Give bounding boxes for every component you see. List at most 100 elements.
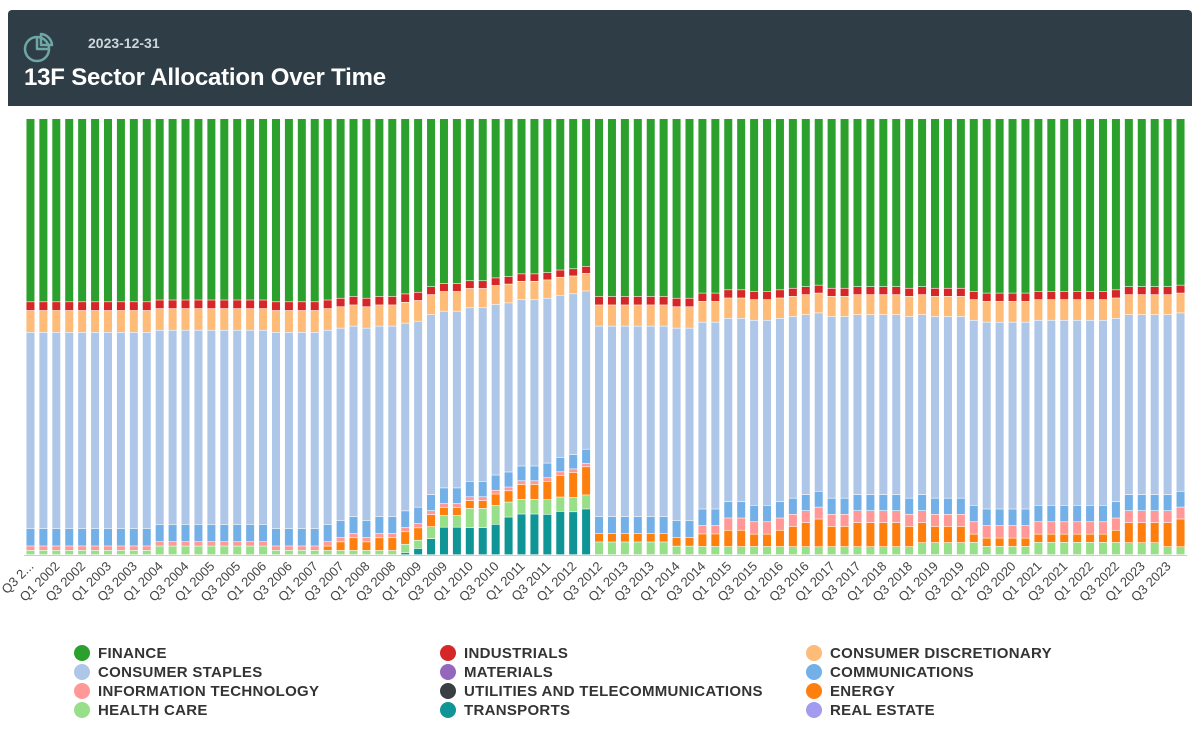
bar-segment-consumer-staples[interactable] xyxy=(543,298,552,463)
bar-segment-industrials[interactable] xyxy=(931,288,940,297)
bar-segment-communications[interactable] xyxy=(685,520,694,538)
bar-segment-industrials[interactable] xyxy=(750,291,759,300)
bar-segment-health-care[interactable] xyxy=(220,546,229,555)
bar-segment-health-care[interactable] xyxy=(918,543,927,555)
bar-segment-information-technology[interactable] xyxy=(362,537,371,542)
bar-segment-health-care[interactable] xyxy=(168,546,177,555)
bar-segment-industrials[interactable] xyxy=(595,296,604,305)
bar-segment-industrials[interactable] xyxy=(336,298,345,307)
bar-segment-information-technology[interactable] xyxy=(892,511,901,523)
bar-segment-industrials[interactable] xyxy=(78,302,87,311)
bar-segment-consumer-discretionary[interactable] xyxy=(995,301,1004,322)
bar-segment-health-care[interactable] xyxy=(775,546,784,555)
bar-segment-energy[interactable] xyxy=(659,533,668,542)
bar-segment-consumer-staples[interactable] xyxy=(259,330,268,525)
bar-segment-information-technology[interactable] xyxy=(530,481,539,485)
bar-segment-finance[interactable] xyxy=(956,119,965,288)
bar-segment-information-technology[interactable] xyxy=(556,472,565,476)
bar-segment-consumer-discretionary[interactable] xyxy=(633,305,642,326)
bar-segment-health-care[interactable] xyxy=(956,542,965,555)
bar-segment-communications[interactable] xyxy=(943,498,952,515)
bar-segment-information-technology[interactable] xyxy=(233,542,242,546)
bar-segment-health-care[interactable] xyxy=(646,542,655,555)
bar-segment-health-care[interactable] xyxy=(323,550,332,555)
bar-segment-health-care[interactable] xyxy=(943,542,952,555)
bar-segment-finance[interactable] xyxy=(569,119,578,269)
bar-segment-consumer-discretionary[interactable] xyxy=(1124,295,1133,315)
bar-segment-consumer-discretionary[interactable] xyxy=(310,310,319,333)
bar-segment-communications[interactable] xyxy=(995,509,1004,526)
bar-segment-consumer-staples[interactable] xyxy=(995,322,1004,509)
bar-segment-industrials[interactable] xyxy=(323,300,332,309)
legend-item-industrials[interactable]: INDUSTRIALS xyxy=(440,645,568,662)
bar-segment-consumer-staples[interactable] xyxy=(78,332,87,529)
bar-segment-consumer-discretionary[interactable] xyxy=(1060,299,1069,320)
bar-segment-industrials[interactable] xyxy=(853,287,862,295)
bar-segment-communications[interactable] xyxy=(1008,509,1017,526)
bar-segment-consumer-staples[interactable] xyxy=(530,300,539,466)
bar-segment-communications[interactable] xyxy=(763,505,772,522)
bar-segment-consumer-staples[interactable] xyxy=(1034,320,1043,506)
bar-segment-finance[interactable] xyxy=(427,119,436,287)
bar-segment-information-technology[interactable] xyxy=(246,542,255,546)
bar-segment-health-care[interactable] xyxy=(724,546,733,555)
bar-segment-industrials[interactable] xyxy=(724,290,733,298)
bar-segment-energy[interactable] xyxy=(763,534,772,547)
bar-segment-communications[interactable] xyxy=(840,498,849,515)
bar-segment-consumer-staples[interactable] xyxy=(65,332,74,529)
bar-segment-communications[interactable] xyxy=(439,488,448,504)
bar-segment-transports[interactable] xyxy=(582,509,591,555)
bar-segment-communications[interactable] xyxy=(775,502,784,518)
bar-segment-consumer-staples[interactable] xyxy=(943,316,952,498)
bar-segment-industrials[interactable] xyxy=(711,293,720,302)
bar-segment-energy[interactable] xyxy=(1086,534,1095,543)
bar-segment-industrials[interactable] xyxy=(1111,290,1120,298)
bar-segment-consumer-staples[interactable] xyxy=(672,328,681,521)
bar-segment-finance[interactable] xyxy=(1163,119,1172,287)
bar-segment-communications[interactable] xyxy=(207,524,216,542)
bar-segment-energy[interactable] xyxy=(349,538,358,551)
bar-segment-consumer-discretionary[interactable] xyxy=(569,276,578,294)
bar-segment-health-care[interactable] xyxy=(116,550,125,555)
bar-segment-industrials[interactable] xyxy=(569,269,578,276)
bar-segment-consumer-discretionary[interactable] xyxy=(530,281,539,300)
bar-segment-communications[interactable] xyxy=(271,528,280,546)
bar-segment-communications[interactable] xyxy=(1124,495,1133,511)
bar-segment-health-care[interactable] xyxy=(1008,546,1017,555)
bar-segment-consumer-staples[interactable] xyxy=(504,303,513,472)
bar-segment-consumer-discretionary[interactable] xyxy=(1150,295,1159,315)
bar-segment-finance[interactable] xyxy=(246,119,255,300)
bar-segment-industrials[interactable] xyxy=(775,290,784,298)
bar-segment-communications[interactable] xyxy=(504,472,513,487)
bar-segment-energy[interactable] xyxy=(827,526,836,547)
bar-segment-consumer-discretionary[interactable] xyxy=(543,280,552,298)
bar-segment-information-technology[interactable] xyxy=(427,511,436,515)
bar-segment-communications[interactable] xyxy=(194,524,203,542)
bar-segment-health-care[interactable] xyxy=(52,550,61,555)
bar-segment-health-care[interactable] xyxy=(336,550,345,555)
bar-segment-information-technology[interactable] xyxy=(943,514,952,527)
bar-segment-health-care[interactable] xyxy=(1086,542,1095,555)
legend-item-consumer-staples[interactable]: CONSUMER STAPLES xyxy=(74,664,263,681)
bar-segment-consumer-discretionary[interactable] xyxy=(439,291,448,311)
bar-segment-transports[interactable] xyxy=(569,512,578,555)
bar-segment-industrials[interactable] xyxy=(633,296,642,305)
bar-segment-communications[interactable] xyxy=(633,516,642,534)
bar-segment-energy[interactable] xyxy=(478,500,487,509)
bar-segment-information-technology[interactable] xyxy=(310,546,319,551)
bar-segment-transports[interactable] xyxy=(491,524,500,555)
bar-segment-industrials[interactable] xyxy=(465,281,474,289)
bar-segment-consumer-staples[interactable] xyxy=(620,326,629,517)
bar-segment-information-technology[interactable] xyxy=(323,542,332,546)
bar-segment-finance[interactable] xyxy=(181,119,190,300)
bar-segment-transports[interactable] xyxy=(530,514,539,555)
bar-segment-communications[interactable] xyxy=(362,520,371,538)
bar-segment-communications[interactable] xyxy=(297,528,306,546)
bar-segment-consumer-staples[interactable] xyxy=(1137,315,1146,495)
bar-segment-information-technology[interactable] xyxy=(788,514,797,527)
bar-segment-consumer-discretionary[interactable] xyxy=(452,291,461,311)
bar-segment-communications[interactable] xyxy=(1073,505,1082,522)
bar-segment-consumer-discretionary[interactable] xyxy=(207,308,216,330)
bar-segment-finance[interactable] xyxy=(685,119,694,298)
bar-segment-information-technology[interactable] xyxy=(388,533,397,538)
